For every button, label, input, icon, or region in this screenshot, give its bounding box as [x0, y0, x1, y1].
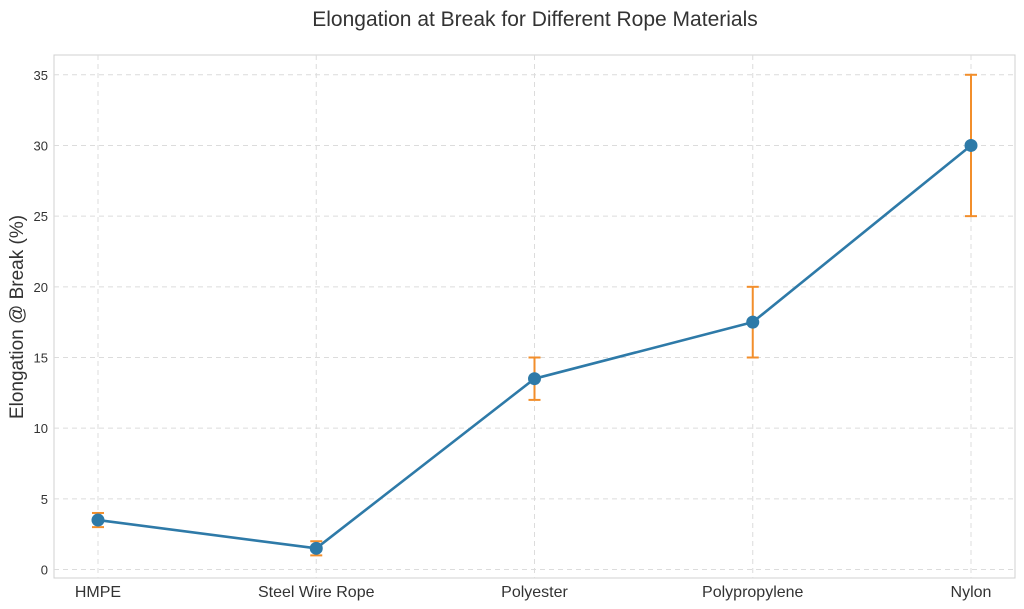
y-tick-label: 30 [34, 138, 48, 153]
y-tick-label: 5 [41, 492, 48, 507]
y-tick-label: 20 [34, 280, 48, 295]
y-tick-label: 15 [34, 350, 48, 365]
data-point [528, 372, 541, 386]
data-point [746, 315, 760, 329]
x-tick-label: Steel Wire Rope [258, 584, 375, 601]
y-tick-label: 10 [34, 421, 48, 436]
y-tick-label: 35 [34, 68, 48, 83]
y-axis-ticks: 0 5 10 15 20 25 30 35 [34, 68, 48, 578]
data-point [964, 138, 978, 152]
chart-title: Elongation at Break for Different Rope M… [312, 8, 758, 31]
y-tick-label: 0 [41, 563, 48, 578]
error-bars [92, 73, 977, 557]
data-points [91, 138, 978, 555]
x-tick-label: Polyester [501, 584, 568, 601]
x-axis-ticks: HMPE Steel Wire Rope Polyester Polypropylen… [75, 584, 992, 601]
x-tick-label: Nylon [951, 584, 992, 601]
y-axis-label: Elongation @ Break (%) [7, 215, 28, 419]
x-tick-label: Polypropylene [702, 584, 804, 601]
y-tick-label: 25 [34, 209, 48, 224]
x-tick-label: HMPE [75, 584, 121, 601]
data-point [309, 541, 323, 555]
data-point [91, 513, 105, 527]
